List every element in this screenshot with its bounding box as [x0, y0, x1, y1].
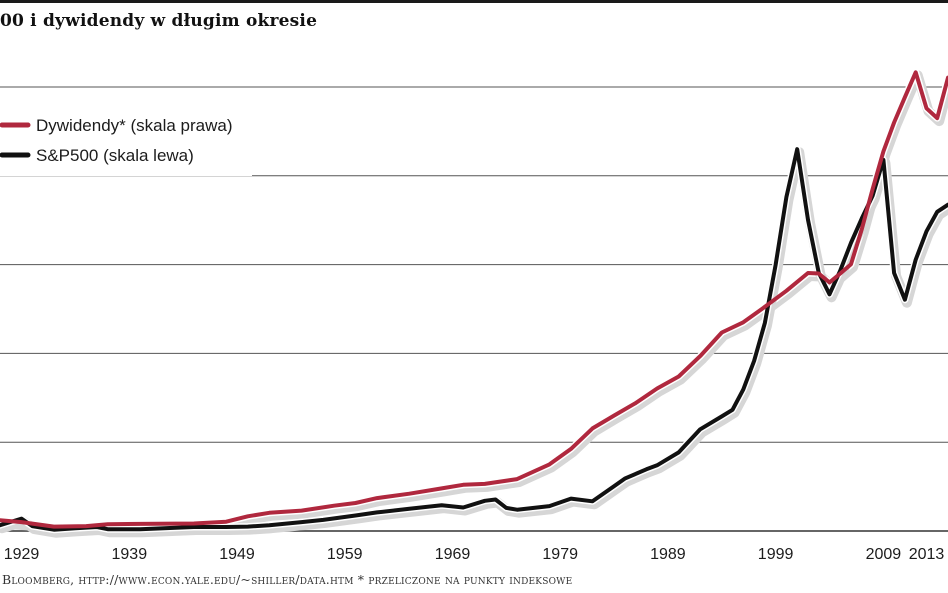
series-line-dividends: [0, 70, 948, 529]
legend-background: [0, 102, 252, 176]
legend: Dywidendy* (skala prawa) S&P500 (skala l…: [0, 102, 252, 176]
x-tick-label: 1959: [327, 546, 363, 563]
x-tick-label: 1939: [112, 546, 148, 563]
series-lines: [0, 68, 948, 538]
source-note: Bloomberg, http://www.econ.yale.edu/~shi…: [2, 572, 573, 587]
x-tick-label: 1969: [435, 546, 471, 563]
series-line-sp500: [0, 147, 948, 532]
x-tick-label: 2009: [866, 546, 902, 563]
top-rule: [0, 0, 948, 3]
x-tick-label: 1949: [219, 546, 255, 563]
x-axis-tick-labels: 1929 1939 1949 1959 1969 1979 1989 1999 2009 2013: [4, 546, 945, 563]
x-tick-label: 2013: [909, 546, 945, 563]
chart-title: 00 i dywidendy w długim okresie: [0, 11, 318, 31]
legend-label-dividends: Dywidendy* (skala prawa): [36, 116, 233, 135]
x-tick-label: 1979: [542, 546, 578, 563]
x-tick-label: 1929: [4, 546, 40, 563]
legend-label-sp500: S&P500 (skala lewa): [36, 146, 194, 165]
x-tick-label: 1999: [758, 546, 794, 563]
x-tick-label: 1989: [650, 546, 686, 563]
